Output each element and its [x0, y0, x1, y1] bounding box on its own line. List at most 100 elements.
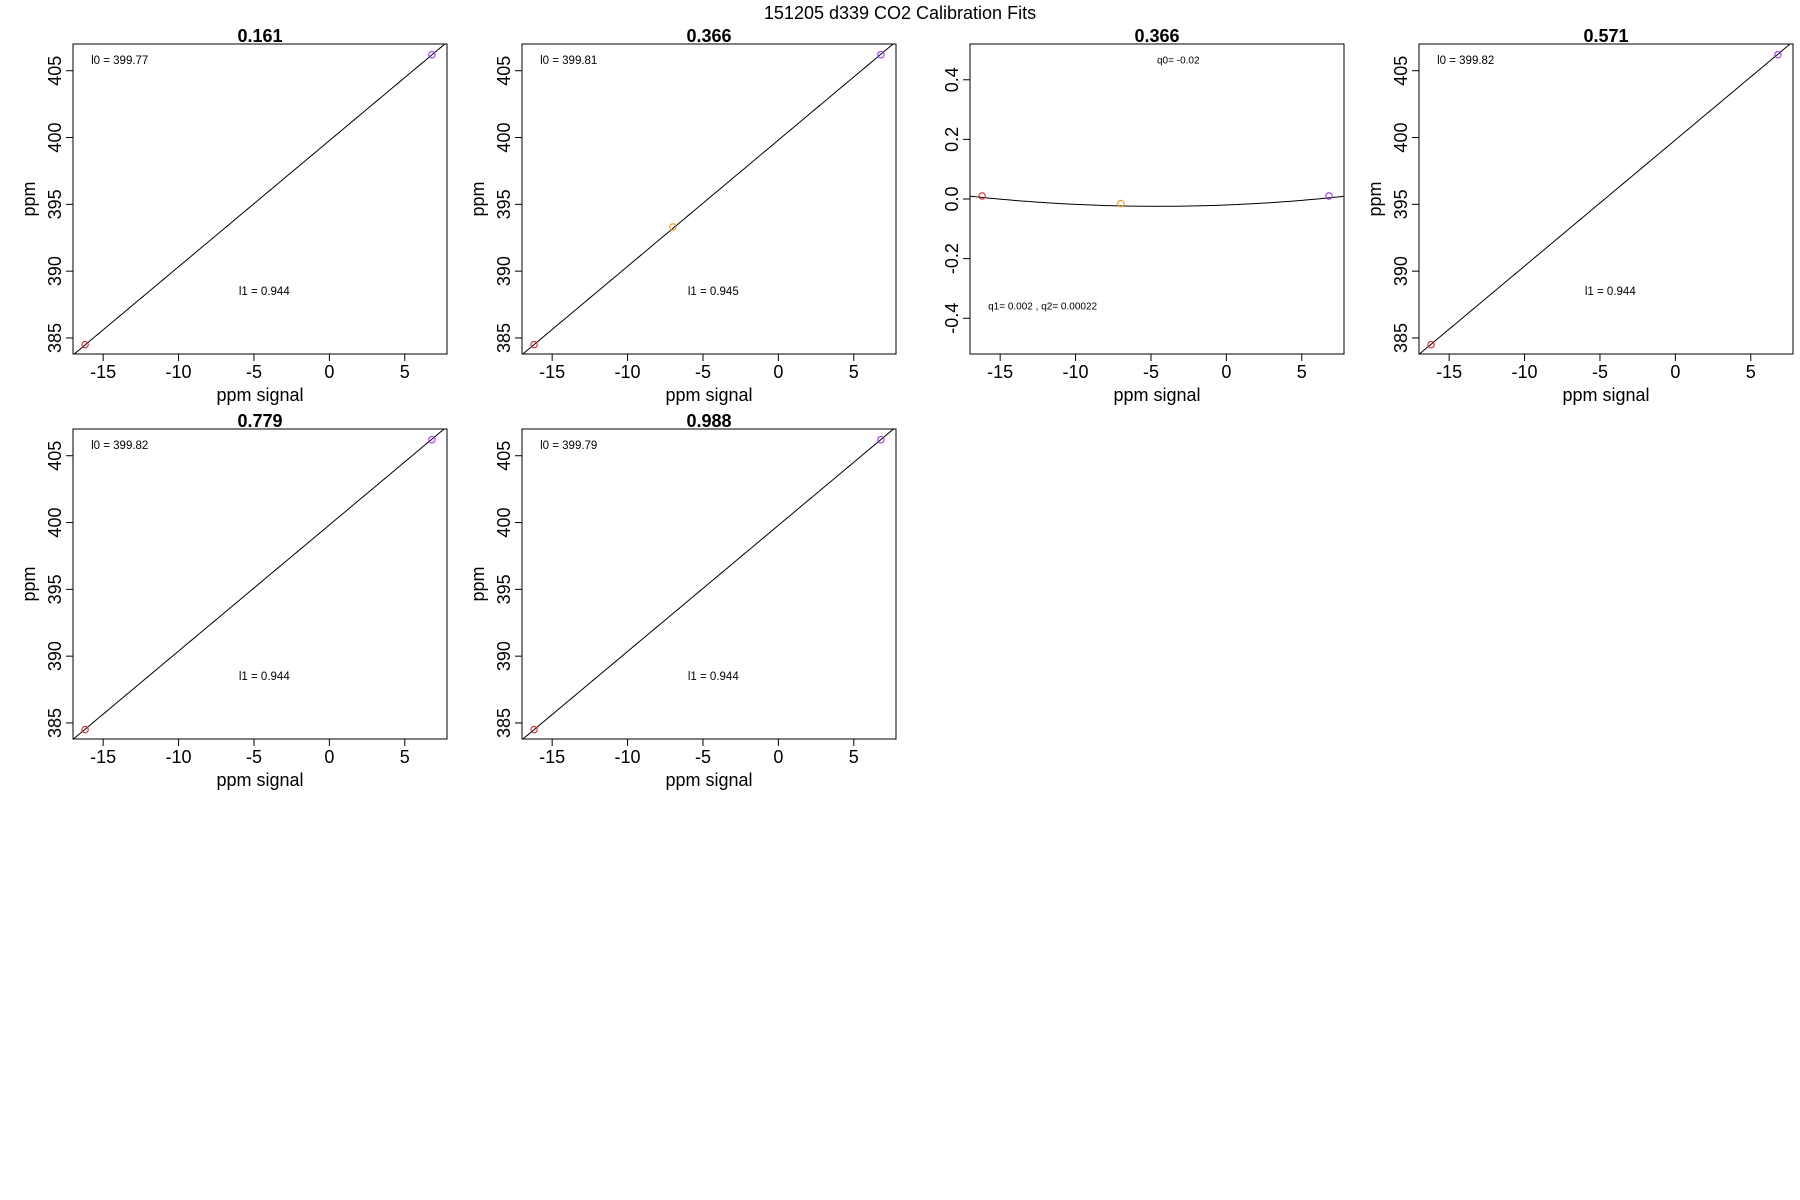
calibration-panel: 0.366 -15 -10 -5 0 5 385 390 395 400 405 ppm signal… — [468, 26, 897, 405]
data-point — [428, 435, 436, 444]
panel-title: 0.779 — [237, 411, 282, 431]
y-tick-label: 405 — [45, 56, 65, 86]
x-tick-label: -15 — [539, 362, 565, 382]
y-tick-label: 390 — [494, 256, 514, 286]
x-axis-label: ppm signal — [665, 770, 752, 790]
y-tick-label: 385 — [45, 708, 65, 738]
x-tick-label: 0 — [773, 362, 783, 382]
panel-title: 0.366 — [1134, 26, 1179, 46]
x-tick-label: 0 — [324, 362, 334, 382]
fit-line — [970, 195, 1344, 207]
y-axis-label: ppm — [468, 181, 488, 216]
y-tick-label: 400 — [494, 508, 514, 538]
x-tick-label: 5 — [849, 747, 859, 767]
x-tick-label: -5 — [695, 362, 711, 382]
calibration-panel: 0.571 -15 -10 -5 0 5 385 390 395 400 405 ppm signal… — [1365, 26, 1794, 405]
x-tick-label: -5 — [1592, 362, 1608, 382]
panel-title: 0.366 — [686, 26, 731, 46]
fit-line — [522, 44, 894, 354]
data-point — [1774, 50, 1782, 59]
y-tick-label: 385 — [1391, 323, 1411, 353]
x-tick-label: -15 — [539, 747, 565, 767]
fit-annotation: q0= -0.02 — [1157, 55, 1200, 66]
x-axis-label: ppm signal — [216, 385, 303, 405]
x-tick-label: 0 — [1221, 362, 1231, 382]
y-axis-label: ppm — [468, 566, 488, 601]
y-tick-label: 395 — [1391, 189, 1411, 219]
y-tick-label: -0.2 — [942, 243, 962, 274]
y-tick-label: 0.0 — [942, 186, 962, 211]
x-tick-label: 0 — [324, 747, 334, 767]
x-tick-label: -10 — [166, 362, 192, 382]
calibration-panel: 0.366 -15 -10 -5 0 5 -0.4 -0.2 0.0 0.2 0.4 ppm sign… — [942, 26, 1345, 405]
x-tick-label: -15 — [90, 362, 116, 382]
y-tick-label: 385 — [494, 708, 514, 738]
x-axis-label: ppm signal — [1562, 385, 1649, 405]
x-tick-label: -5 — [246, 747, 262, 767]
panels-container: 0.161 -15 -10 -5 0 5 385 390 395 400 405 ppm signal… — [19, 26, 1794, 790]
data-point — [978, 192, 986, 200]
x-tick-label: -10 — [615, 362, 641, 382]
y-tick-label: 400 — [45, 123, 65, 153]
y-tick-label: 405 — [45, 441, 65, 471]
data-point — [1427, 340, 1435, 349]
x-tick-label: -10 — [1512, 362, 1538, 382]
x-axis-label: ppm signal — [1113, 385, 1200, 405]
fit-annotation: l1 = 0.944 — [1585, 286, 1636, 298]
x-tick-label: 5 — [1746, 362, 1756, 382]
y-tick-label: 390 — [45, 641, 65, 671]
y-tick-label: -0.4 — [942, 303, 962, 334]
x-tick-label: 5 — [1297, 362, 1307, 382]
fit-line — [73, 429, 445, 739]
data-point — [81, 725, 89, 734]
fit-annotation: l0 = 399.82 — [91, 440, 148, 452]
y-tick-label: 395 — [45, 189, 65, 219]
y-tick-label: 400 — [1391, 123, 1411, 153]
x-tick-label: -15 — [987, 362, 1013, 382]
data-point — [81, 340, 89, 349]
calibration-panel: 0.161 -15 -10 -5 0 5 385 390 395 400 405 ppm signal… — [19, 26, 448, 405]
x-tick-label: 5 — [849, 362, 859, 382]
x-tick-label: -15 — [1436, 362, 1462, 382]
y-axis-label: ppm — [19, 566, 39, 601]
fit-line — [73, 44, 446, 354]
panel-title: 0.988 — [686, 411, 731, 431]
x-tick-label: 5 — [400, 747, 410, 767]
x-tick-label: 5 — [400, 362, 410, 382]
calibration-panel: 0.779 -15 -10 -5 0 5 385 390 395 400 405 ppm signal… — [19, 411, 448, 790]
y-tick-label: 405 — [1391, 56, 1411, 86]
y-tick-label: 385 — [494, 323, 514, 353]
panel-title: 0.571 — [1583, 26, 1628, 46]
fit-annotation: l0 = 399.79 — [540, 440, 597, 452]
y-tick-label: 405 — [494, 56, 514, 86]
data-point — [1117, 199, 1125, 208]
data-point — [669, 223, 677, 231]
fit-annotation: l0 = 399.82 — [1437, 55, 1494, 67]
fit-annotation: l1 = 0.944 — [239, 671, 290, 683]
data-point — [530, 725, 538, 734]
fit-annotation: l0 = 399.81 — [540, 55, 597, 67]
y-tick-label: 395 — [45, 574, 65, 604]
y-tick-label: 385 — [45, 323, 65, 353]
fit-line — [522, 429, 895, 739]
x-tick-label: -5 — [695, 747, 711, 767]
x-axis-label: ppm signal — [665, 385, 752, 405]
y-tick-label: 390 — [494, 641, 514, 671]
x-tick-label: -15 — [90, 747, 116, 767]
data-point — [877, 435, 885, 444]
figure-title: 151205 d339 CO2 Calibration Fits — [764, 3, 1036, 23]
y-tick-label: 390 — [45, 256, 65, 286]
y-tick-label: 400 — [494, 123, 514, 153]
fit-annotation: l1 = 0.945 — [688, 286, 739, 298]
fit-annotation: l1 = 0.944 — [239, 286, 290, 298]
fit-annotation: l0 = 399.77 — [91, 55, 148, 67]
fit-line — [1419, 44, 1791, 354]
fit-annotation: l1 = 0.944 — [688, 671, 739, 683]
data-point — [877, 50, 885, 59]
x-tick-label: 0 — [773, 747, 783, 767]
y-tick-label: 400 — [45, 508, 65, 538]
panel-title: 0.161 — [237, 26, 282, 46]
calibration-panel: 0.988 -15 -10 -5 0 5 385 390 395 400 405 ppm signal… — [468, 411, 897, 790]
y-tick-label: 0.4 — [942, 67, 962, 92]
